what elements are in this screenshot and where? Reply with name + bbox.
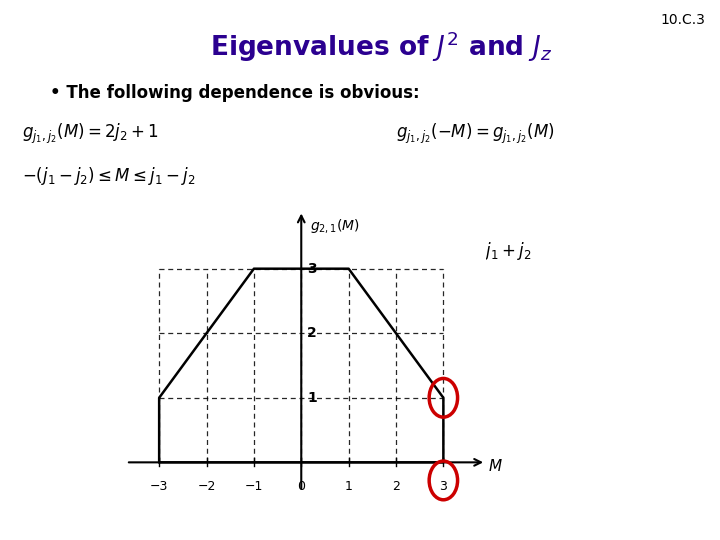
Text: −2: −2: [197, 481, 216, 494]
Text: 2: 2: [307, 326, 317, 340]
Text: $M$: $M$: [488, 458, 503, 474]
Text: 3: 3: [307, 262, 317, 276]
Text: $g_{j_1,j_2}(-M) = g_{j_1,j_2}(M)$: $g_{j_1,j_2}(-M) = g_{j_1,j_2}(M)$: [396, 122, 554, 146]
Text: 2: 2: [392, 481, 400, 494]
Text: 1: 1: [345, 481, 353, 494]
Text: 3: 3: [439, 481, 447, 494]
Text: $g_{2,1}(M)$: $g_{2,1}(M)$: [310, 217, 360, 235]
Text: 10.C.3: 10.C.3: [661, 14, 706, 28]
Text: Eigenvalues of $J^2$ and $J_z$: Eigenvalues of $J^2$ and $J_z$: [210, 30, 553, 64]
Text: −3: −3: [150, 481, 168, 494]
Text: $g_{j_1,j_2}(M) = 2j_2 + 1$: $g_{j_1,j_2}(M) = 2j_2 + 1$: [22, 122, 158, 146]
Text: 1: 1: [307, 391, 317, 405]
Text: $-(j_1 - j_2) \leq M \leq j_1 - j_2$: $-(j_1 - j_2) \leq M \leq j_1 - j_2$: [22, 165, 195, 187]
Text: −1: −1: [245, 481, 263, 494]
Text: $J_{\mathrm{max}} = j_1 + j_2$: $J_{\mathrm{max}} = j_1 + j_2$: [432, 240, 531, 262]
Text: 0: 0: [297, 481, 305, 494]
Text: • The following dependence is obvious:: • The following dependence is obvious:: [50, 84, 420, 102]
